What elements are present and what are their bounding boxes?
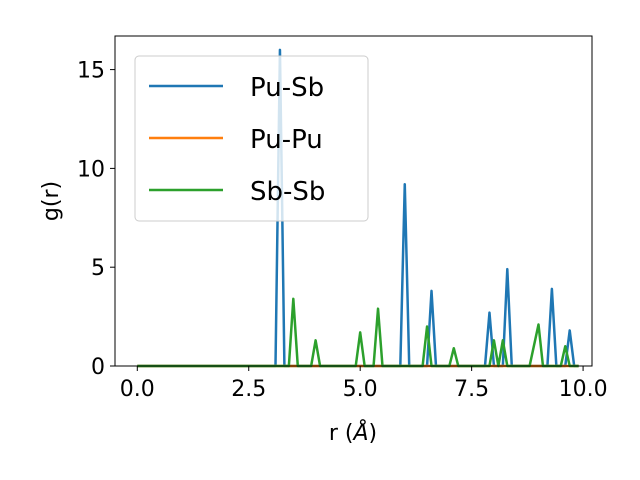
x-tick-label: 10.0 — [559, 377, 608, 402]
x-axis-label-prefix: r ( — [329, 421, 354, 446]
y-axis-label: g(r) — [39, 181, 64, 221]
legend-box — [134, 55, 369, 222]
y-tick-label: 15 — [77, 59, 105, 84]
legend-label-sb-sb: Sb-Sb — [250, 177, 325, 207]
legend: Pu-Sb Pu-Pu Sb-Sb — [134, 55, 369, 222]
x-tick-label: 2.5 — [231, 377, 266, 402]
y-tick-label: 5 — [91, 256, 105, 281]
axes-frame — [114, 35, 593, 367]
x-axis-label-suffix: ) — [369, 421, 378, 446]
x-tick-label: 7.5 — [454, 377, 489, 402]
x-axis-label-symbol: Å — [351, 419, 368, 446]
x-tick-label: 0.0 — [120, 377, 155, 402]
legend-label-pu-pu: Pu-Pu — [250, 125, 323, 155]
legend-label-pu-sb: Pu-Sb — [250, 73, 324, 103]
x-axis-label: r (Å) — [329, 419, 377, 446]
x-tick-label: 5.0 — [343, 377, 378, 402]
y-tick-label: 10 — [77, 157, 105, 182]
y-axis: 0 5 10 15 — [77, 59, 115, 380]
y-tick-label: 0 — [91, 355, 105, 380]
x-axis: 0.0 2.5 5.0 7.5 10.0 — [120, 366, 608, 402]
